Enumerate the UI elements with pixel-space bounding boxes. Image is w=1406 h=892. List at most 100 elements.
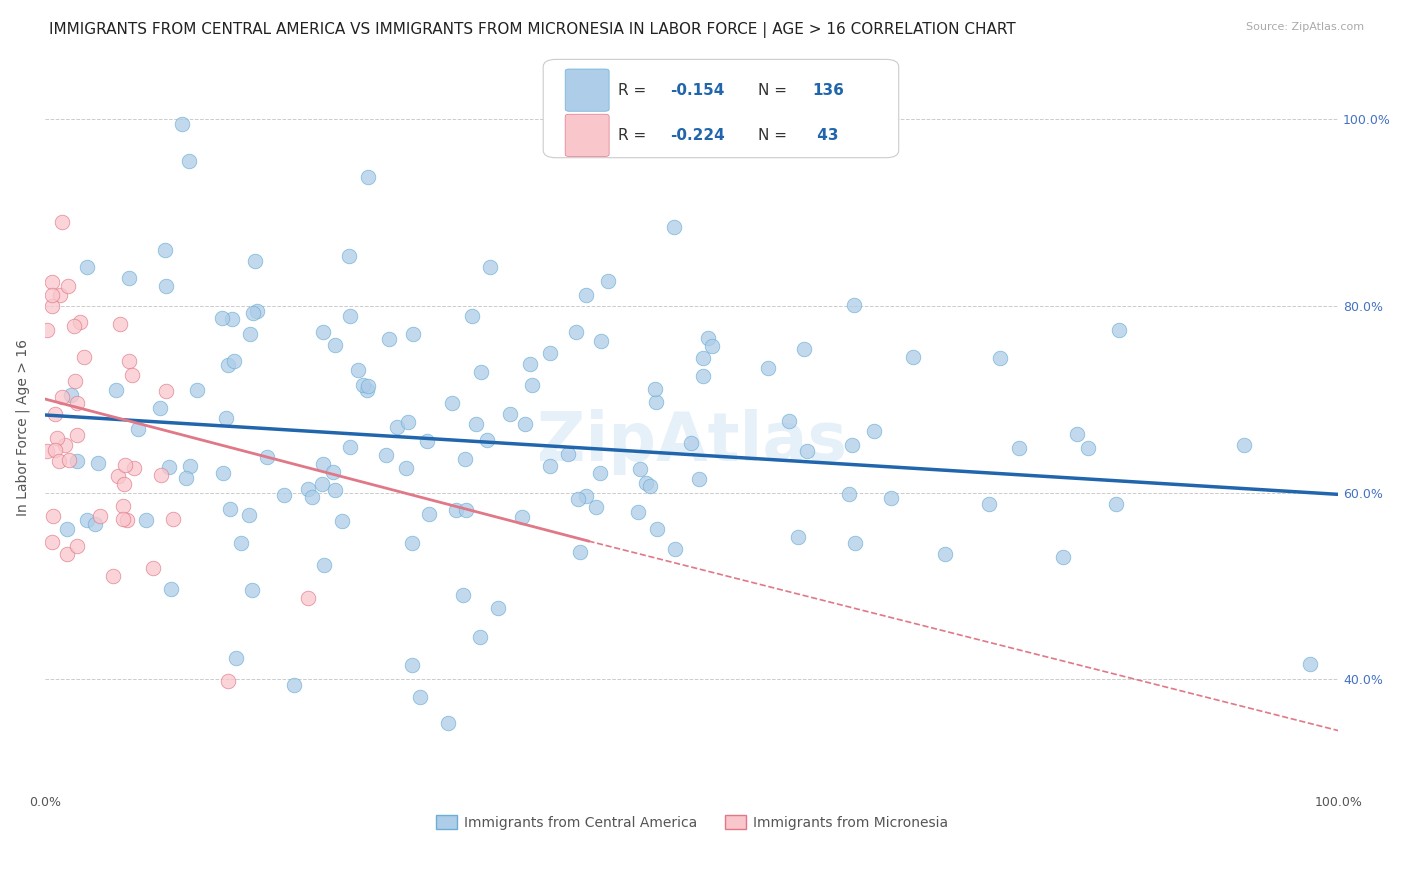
Point: [700, 338, 723, 352]
Point: [215, 411, 238, 425]
Point: [540, 459, 562, 474]
Point: [352, 378, 374, 392]
Text: -0.154: -0.154: [669, 83, 724, 97]
Point: [231, 536, 253, 550]
Point: [66, 428, 89, 442]
Point: [41, 275, 63, 289]
Point: [55, 547, 77, 561]
Point: [312, 325, 335, 339]
Point: [644, 394, 666, 409]
Point: [662, 220, 685, 235]
Point: [242, 306, 264, 320]
Point: [436, 716, 458, 731]
Point: [186, 383, 208, 397]
Point: [238, 508, 260, 522]
Point: [337, 249, 360, 263]
Point: [162, 512, 184, 526]
Point: [787, 530, 810, 544]
Point: [589, 466, 612, 480]
Point: [1233, 438, 1256, 452]
Point: [378, 332, 401, 346]
Point: [838, 487, 860, 501]
Point: [1077, 441, 1099, 455]
Point: [575, 287, 598, 301]
Point: [37, 323, 59, 337]
Point: [468, 630, 491, 644]
Point: [217, 358, 239, 372]
Point: [638, 479, 661, 493]
Point: [76, 260, 98, 274]
Point: [394, 460, 416, 475]
Point: [461, 310, 484, 324]
Text: 136: 136: [813, 83, 844, 97]
Point: [118, 353, 141, 368]
Point: [778, 414, 800, 428]
Point: [519, 357, 541, 371]
Point: [219, 502, 242, 516]
Point: [569, 544, 592, 558]
Point: [135, 513, 157, 527]
Point: [56, 279, 79, 293]
Point: [51, 390, 73, 404]
Point: [585, 500, 607, 514]
Point: [1066, 427, 1088, 442]
Point: [567, 492, 589, 507]
Point: [63, 374, 86, 388]
Point: [217, 673, 239, 688]
Point: [240, 583, 263, 598]
Point: [55, 438, 77, 452]
Text: Source: ZipAtlas.com: Source: ZipAtlas.com: [1246, 22, 1364, 32]
Point: [179, 459, 201, 474]
Point: [630, 462, 652, 476]
Text: ZipAtlas: ZipAtlas: [537, 409, 846, 475]
Point: [239, 327, 262, 342]
Point: [347, 363, 370, 377]
Point: [46, 431, 69, 445]
Point: [225, 651, 247, 665]
Point: [111, 512, 134, 526]
Point: [311, 477, 333, 491]
Point: [644, 382, 666, 396]
Point: [256, 450, 278, 465]
Point: [48, 453, 70, 467]
Point: [66, 395, 89, 409]
Point: [513, 417, 536, 432]
Point: [522, 378, 544, 392]
Point: [283, 678, 305, 692]
Point: [634, 476, 657, 491]
Point: [470, 365, 492, 379]
Point: [273, 488, 295, 502]
Point: [880, 491, 903, 505]
Text: 43: 43: [813, 128, 838, 143]
Point: [114, 458, 136, 473]
Point: [83, 516, 105, 531]
Point: [645, 522, 668, 536]
Point: [451, 588, 474, 602]
Point: [155, 384, 177, 398]
Point: [401, 658, 423, 673]
Point: [475, 433, 498, 447]
Point: [357, 379, 380, 393]
Point: [172, 117, 194, 131]
Point: [311, 458, 333, 472]
Point: [416, 434, 439, 448]
Point: [418, 507, 440, 521]
Point: [142, 560, 165, 574]
Point: [796, 444, 818, 458]
Point: [73, 350, 96, 364]
Point: [688, 472, 710, 486]
Point: [66, 539, 89, 553]
Point: [177, 154, 200, 169]
Point: [56, 522, 79, 536]
Point: [63, 318, 86, 333]
Point: [697, 331, 720, 345]
Point: [245, 254, 267, 268]
Point: [901, 350, 924, 364]
Point: [339, 309, 361, 323]
Point: [37, 444, 59, 458]
Point: [977, 497, 1000, 511]
Point: [112, 499, 135, 513]
Point: [627, 505, 650, 519]
Point: [157, 459, 180, 474]
Point: [440, 396, 463, 410]
